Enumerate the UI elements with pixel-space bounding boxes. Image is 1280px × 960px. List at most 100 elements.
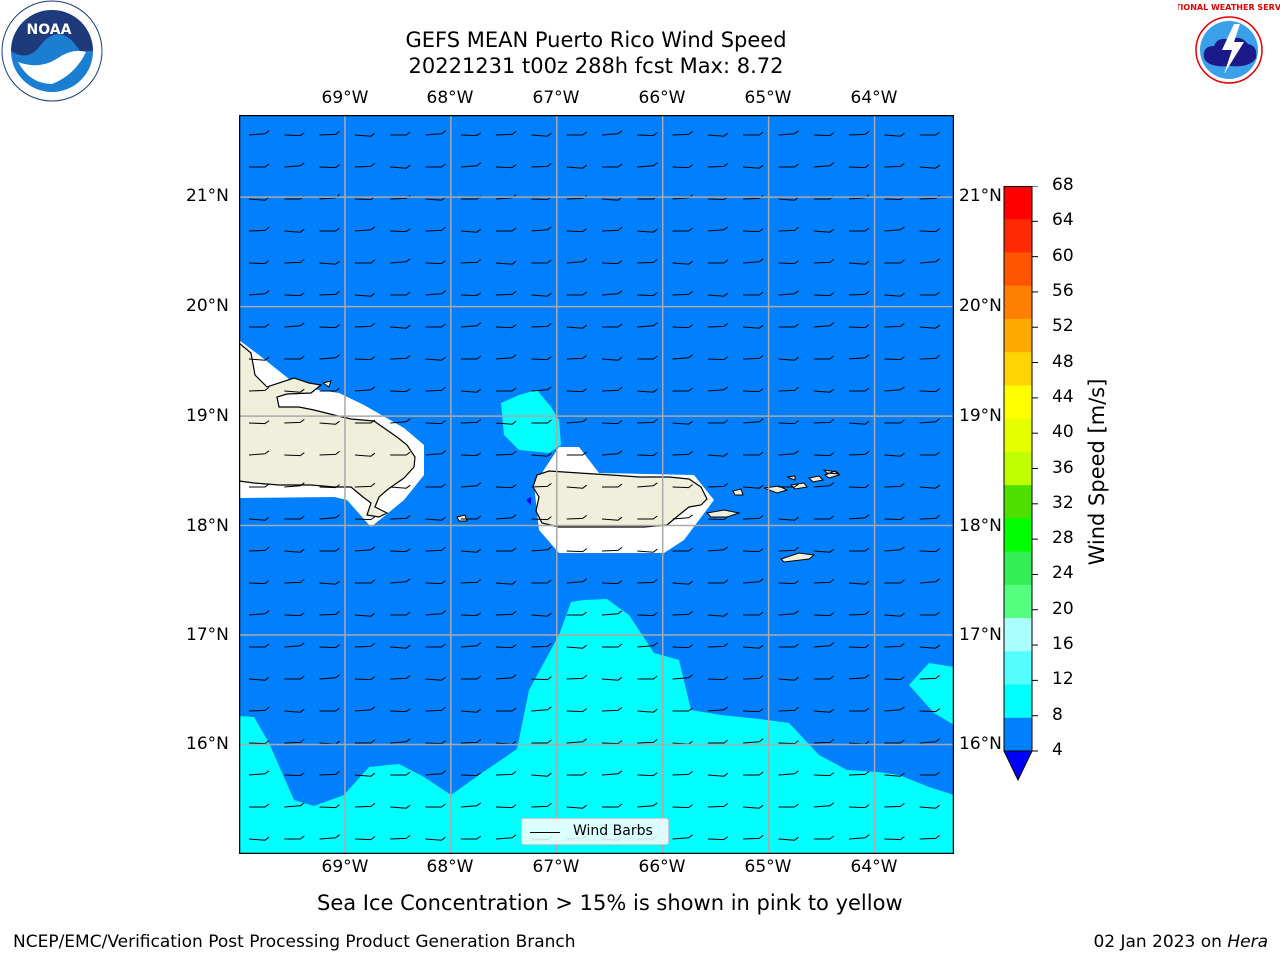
wind-barb (284, 642, 305, 648)
wind-barb (778, 547, 799, 552)
wind-barb (778, 387, 799, 392)
wind-barb (849, 580, 870, 585)
wind-barb (884, 546, 905, 552)
wind-barb (249, 163, 270, 168)
wind-barb (284, 228, 305, 233)
wind-barb (319, 484, 340, 489)
lon-label-bottom-64w: 64°W (850, 857, 898, 877)
wind-barb (707, 226, 729, 232)
wind-barb (496, 644, 517, 649)
wind-barb (672, 131, 693, 136)
wind-barb (460, 548, 482, 553)
wind-barb (707, 739, 729, 744)
wind-barb (884, 643, 905, 648)
colorbar-band (1004, 252, 1032, 287)
wind-barb (884, 803, 905, 808)
wind-barb (319, 611, 340, 616)
wind-barb (390, 675, 411, 680)
wind-barb (672, 227, 693, 232)
wind-barb (531, 643, 552, 648)
wind-barb (319, 131, 340, 136)
desecheo-dark (526, 497, 531, 505)
wind-barb (319, 387, 340, 392)
wind-barb (390, 515, 411, 520)
wind-barb (425, 260, 446, 265)
wind-barb (425, 707, 446, 712)
wind-barb (884, 292, 905, 297)
wind-barb (531, 772, 552, 777)
wind-barb (743, 484, 764, 489)
wind-barb (637, 642, 658, 648)
wind-barb (425, 836, 446, 841)
wind-barb (390, 771, 411, 776)
wind-barb (496, 131, 517, 136)
wind-barb (707, 419, 729, 424)
lat-label-left-19n: 19°N (186, 406, 229, 426)
wind-barb (743, 388, 764, 393)
wind-barb (743, 611, 764, 616)
wind-barb (566, 228, 587, 233)
wind-barb (425, 227, 446, 232)
wind-barb (566, 548, 587, 553)
wind-barb (354, 579, 376, 584)
wind-barb (319, 291, 340, 296)
wind-barb (319, 514, 340, 520)
wind-barb (425, 643, 446, 648)
wind-band-8-12-mona (501, 390, 561, 453)
wind-barb (637, 675, 658, 680)
wind-barb (778, 643, 799, 648)
wind-barb (354, 706, 376, 712)
wind-barb (354, 546, 376, 552)
lon-label-bottom-65w: 65°W (744, 857, 792, 877)
wind-barb (566, 484, 587, 489)
wind-barb (778, 196, 799, 201)
wind-barb (743, 804, 764, 809)
wind-barb (743, 131, 764, 136)
wind-barb (248, 130, 270, 136)
wind-barb (672, 420, 693, 425)
wind-barb (566, 451, 587, 456)
wind-barb (460, 162, 482, 168)
wind-barb (602, 323, 623, 328)
wind-barb (248, 260, 270, 265)
wind-barb (566, 164, 587, 169)
wind-barb (813, 355, 835, 360)
wind-barb (672, 771, 693, 776)
wind-barb (884, 323, 905, 328)
vieques-island (705, 509, 741, 518)
lat-label-right-17n: 17°N (959, 625, 1002, 645)
map-gridlines (239, 115, 954, 854)
wind-barb (849, 451, 870, 456)
colorbar-tick-label: 56 (1052, 280, 1074, 301)
colorbar-tick-label: 20 (1052, 598, 1074, 619)
wind-barb (601, 707, 623, 712)
wind-barb (566, 578, 587, 584)
wind-barb (601, 547, 623, 552)
wind-barb (319, 644, 340, 649)
lat-label-right-18n: 18°N (959, 516, 1002, 536)
wind-barb (319, 547, 340, 552)
colorbar-band (1004, 584, 1032, 619)
wind-barb (531, 323, 552, 328)
wind-barb (496, 834, 517, 840)
wind-barb (919, 771, 940, 776)
legend-label: Wind Barbs (573, 823, 653, 839)
colorbar-tick-label: 28 (1052, 528, 1074, 549)
wind-barb (813, 419, 835, 424)
lat-label-right-21n: 21°N (959, 186, 1002, 206)
colorbar-tick-label: 48 (1052, 351, 1074, 372)
wind-barb (919, 835, 940, 840)
wind-barb (602, 163, 623, 168)
wind-barb (849, 484, 870, 489)
wind-barb (849, 644, 870, 649)
wind-barb (284, 482, 305, 488)
wind-barb (354, 419, 376, 424)
wind-barb (425, 130, 446, 136)
wind-barb (566, 708, 587, 713)
wind-barb (284, 162, 305, 168)
wind-barb (531, 386, 552, 392)
culebra-island (732, 488, 744, 496)
wind-barb (248, 610, 270, 616)
wind-barb (390, 451, 411, 456)
wind-barb (884, 386, 905, 392)
